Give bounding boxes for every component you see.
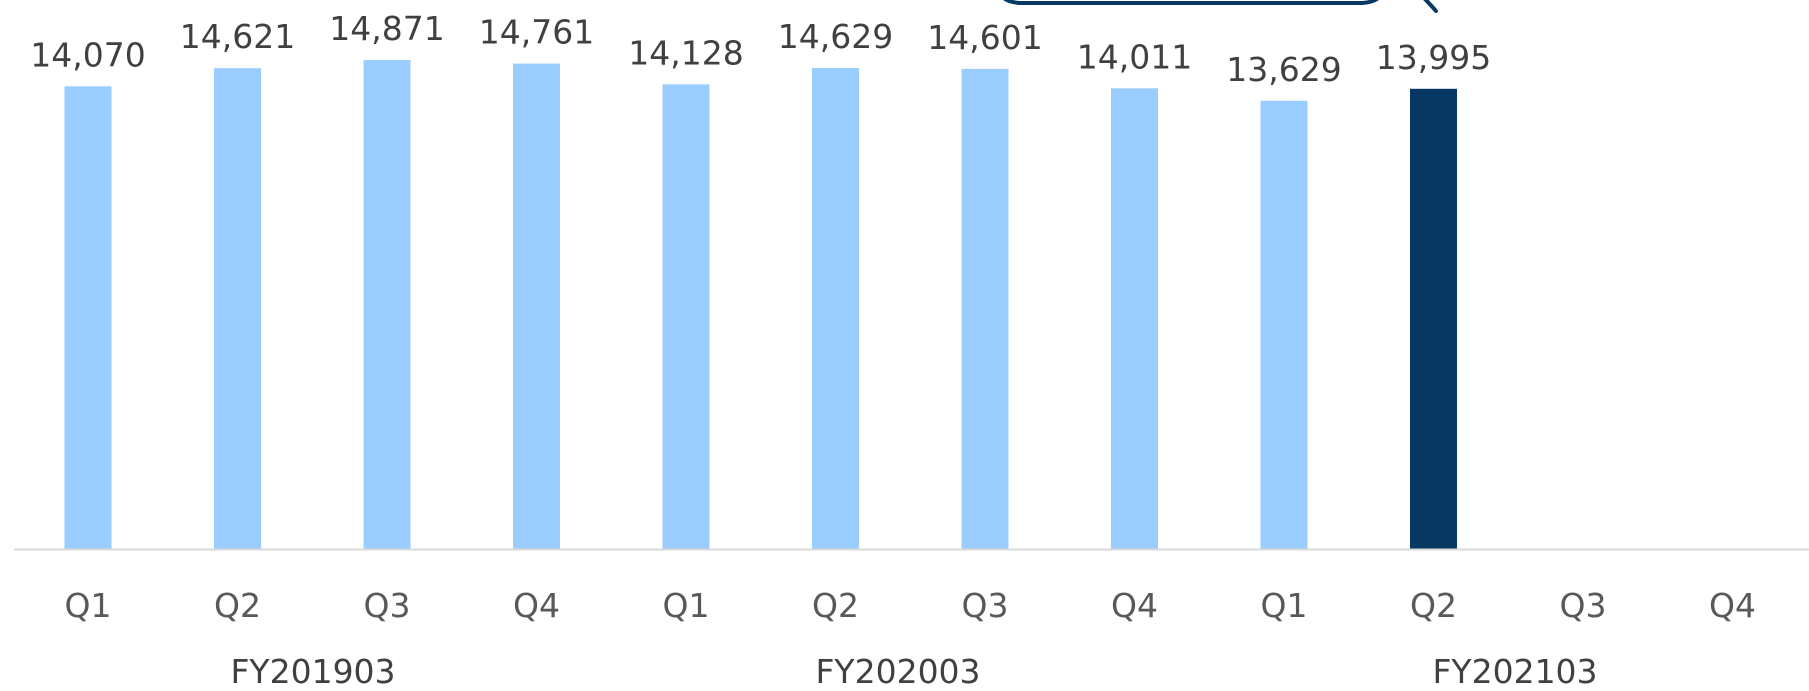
bar-6 [812,68,859,549]
tick-label-7: Q3 [962,586,1009,625]
value-label-10: 13,995 [1376,38,1491,77]
value-label-5: 14,128 [628,33,743,72]
tick-label-3: Q3 [364,586,411,625]
bar-1 [64,86,112,550]
bar-7 [961,68,1009,550]
group-labels-group: FY201903 FY202003 FY202103 [230,652,1597,691]
tick-label-2: Q2 [214,586,261,625]
bar-4 [513,63,560,549]
group-label-2: FY202003 [815,652,980,691]
callout-border [1003,0,1438,13]
value-label-8: 14,011 [1077,37,1192,76]
callout-bubble-fragment [1003,0,1438,13]
tick-label-6: Q2 [812,586,859,625]
tick-label-9: Q1 [1261,586,1308,625]
tick-label-11: Q3 [1560,586,1607,625]
value-label-1: 14,070 [30,35,145,74]
value-label-3: 14,871 [329,9,444,48]
group-label-1: FY201903 [230,652,395,691]
bar-8 [1111,88,1158,550]
group-label-3: FY202103 [1432,652,1597,691]
tick-label-1: Q1 [65,586,112,625]
value-label-2: 14,621 [180,17,295,56]
value-label-6: 14,629 [778,17,893,56]
tick-label-5: Q1 [663,586,710,625]
tick-labels-group: Q1 Q2 Q3 Q4 Q1 Q2 Q3 Q4 Q1 Q2 Q3 Q4 [65,586,1756,625]
value-label-4: 14,761 [479,13,594,52]
bar-5 [662,84,710,550]
bars-group [64,60,1457,550]
value-label-9: 13,629 [1226,50,1341,89]
value-labels-group: 14,070 14,621 14,871 14,761 14,128 14,629 14,6… [30,9,1491,89]
bar-2 [214,68,261,549]
bar-3 [363,60,411,549]
tick-label-4: Q4 [513,586,560,625]
tick-label-8: Q4 [1111,586,1158,625]
bar-10 [1410,88,1457,550]
value-label-7: 14,601 [927,18,1042,57]
tick-label-12: Q4 [1709,586,1756,625]
bar-9 [1260,100,1308,550]
tick-label-10: Q2 [1410,586,1457,625]
